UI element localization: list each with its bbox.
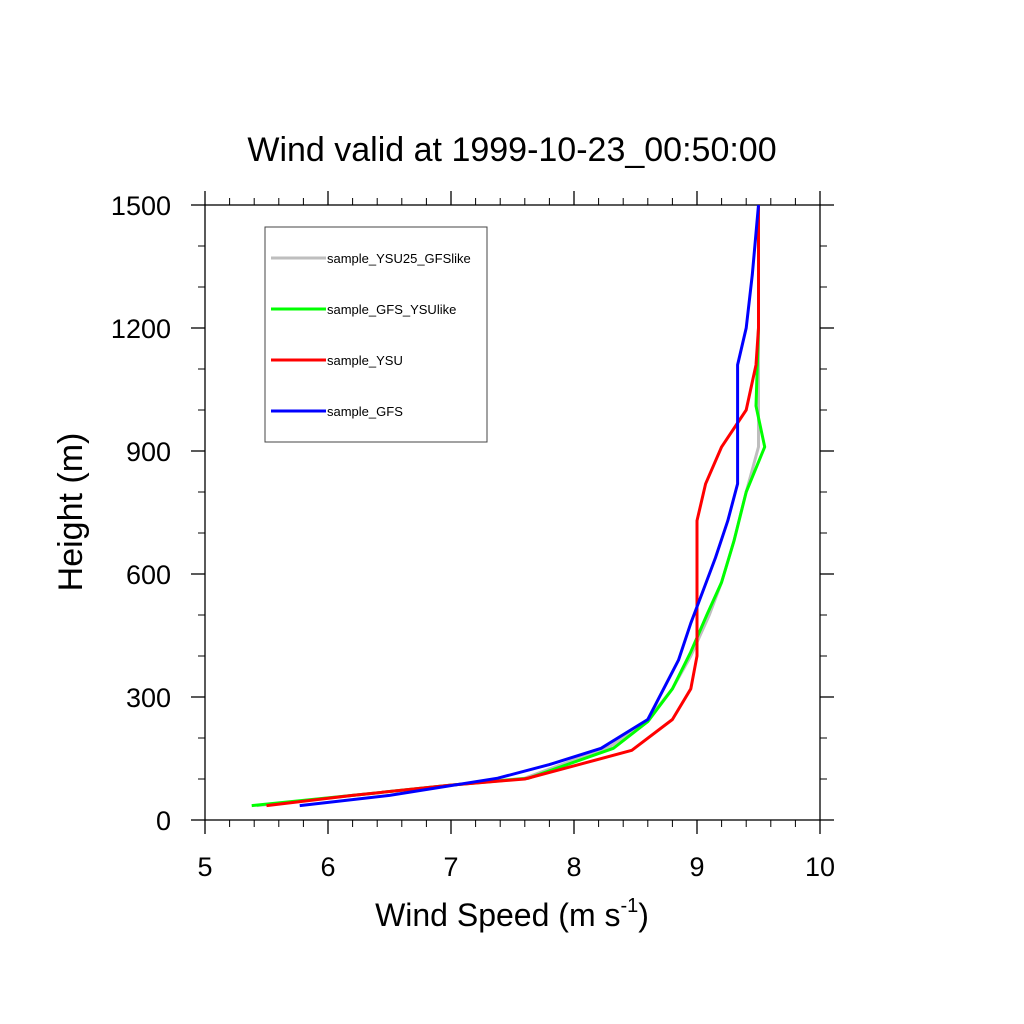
x-axis-label: Wind Speed (m s-1) (375, 895, 649, 933)
plot-border (204, 204, 821, 821)
series-line-sample_GFS (299, 204, 760, 808)
y-tick-label: 1500 (111, 191, 171, 221)
x-tick-labels: 5 6 7 8 9 10 (197, 852, 835, 882)
series-line-sample_YSU (266, 205, 760, 808)
series-lines (251, 204, 767, 808)
y-tick-label: 1200 (111, 314, 171, 344)
legend-label: sample_GFS (327, 404, 403, 419)
y-axis-label: Height (m) (52, 433, 90, 592)
plot-frame (204, 204, 821, 821)
y-tick-label: 0 (156, 806, 171, 836)
x-axis-label-tail: ) (638, 897, 649, 933)
x-axis-label-superscript: -1 (620, 895, 638, 917)
x-tick-label: 8 (566, 852, 581, 882)
y-tick-label: 600 (126, 560, 171, 590)
minor-ticks (198, 198, 827, 827)
x-tick-label: 10 (805, 852, 835, 882)
y-tick-label: 300 (126, 683, 171, 713)
legend-box (264, 226, 488, 443)
legend-label: sample_YSU25_GFSlike (327, 251, 471, 266)
x-tick-label: 6 (320, 852, 335, 882)
x-axis-label-main: Wind Speed (m s (375, 897, 620, 933)
x-tick-label: 5 (197, 852, 212, 882)
legend: sample_YSU25_GFSlike sample_GFS_YSUlikesa… (264, 226, 488, 443)
legend-label: sample_YSU (327, 353, 403, 368)
chart-title: Wind valid at 1999-10-23_00:50:00 (247, 131, 776, 169)
y-tick-labels: 0 300 600 900 1200 1500 (111, 191, 171, 836)
major-ticks (191, 191, 834, 834)
x-tick-label: 7 (443, 852, 458, 882)
legend-label: sample_GFS_YSUlike (327, 302, 456, 317)
y-tick-label: 900 (126, 437, 171, 467)
x-tick-label: 9 (689, 852, 704, 882)
